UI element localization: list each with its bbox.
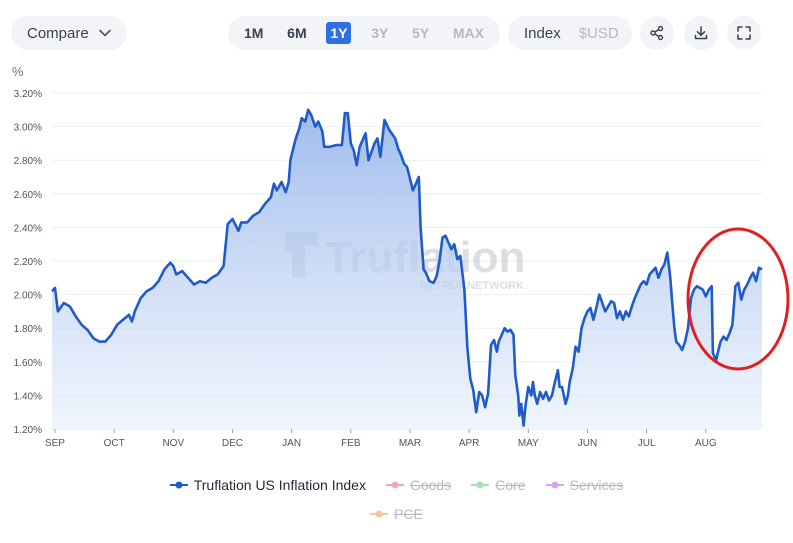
range-1y-button[interactable]: 1Y: [326, 22, 352, 44]
download-icon: [694, 26, 708, 40]
legend-label: Goods: [409, 477, 452, 493]
time-range-selector: 1M 6M 1Y 3Y 5Y MAX: [228, 16, 500, 50]
x-tick-label: NOV: [162, 438, 184, 449]
y-tick-label: 1.40%: [14, 391, 42, 402]
legend-marker-icon: [471, 481, 490, 489]
inflation-chart: % 1.20% 1.40% 1.60% 1.80% 2.00% 2.20% 2.40% 2.6…: [12, 64, 790, 449]
y-tick-label: 1.20%: [14, 425, 42, 436]
fullscreen-icon: [737, 26, 751, 40]
x-tick-label: DEC: [222, 438, 243, 449]
y-tick-label: 2.80%: [14, 156, 42, 167]
y-tick-label: 2.20%: [14, 257, 42, 268]
legend-label: PCE: [394, 506, 423, 522]
unit-toggle: Index $USD: [508, 16, 632, 50]
series-line[interactable]: [51, 108, 763, 427]
legend-marker-icon: [385, 481, 404, 489]
range-5y-button[interactable]: 5Y: [412, 25, 430, 41]
x-tick-label: JAN: [282, 438, 301, 449]
range-max-button[interactable]: MAX: [452, 25, 484, 41]
legend-marker-icon: [370, 510, 389, 518]
legend-item-core[interactable]: Core: [471, 477, 526, 493]
x-tick-label: OCT: [104, 438, 125, 449]
legend-label: Truflation US Inflation Index: [193, 477, 366, 493]
legend-label: Services: [569, 477, 624, 493]
share-button[interactable]: [640, 16, 674, 50]
x-tick-label: SEP: [45, 438, 65, 449]
range-1m-button[interactable]: 1M: [244, 25, 264, 41]
annotation-red-circle: [686, 227, 790, 371]
series-area-fill: [52, 109, 762, 430]
compare-dropdown[interactable]: Compare: [11, 16, 127, 50]
legend-row-1: Truflation US Inflation Index Goods Core…: [0, 477, 793, 493]
y-tick-label: 3.20%: [14, 89, 42, 100]
range-6m-button[interactable]: 6M: [287, 25, 307, 41]
legend-label: Core: [495, 477, 526, 493]
range-3y-button[interactable]: 3Y: [371, 25, 389, 41]
x-tick-label: AUG: [695, 438, 717, 449]
x-tick-label: MAR: [399, 438, 421, 449]
x-tick-label: JUL: [638, 438, 656, 449]
x-tick-label: FEB: [341, 438, 361, 449]
fullscreen-button[interactable]: [727, 16, 761, 50]
share-icon: [650, 25, 664, 41]
legend-item-goods[interactable]: Goods: [385, 477, 452, 493]
y-tick-label: 3.00%: [14, 123, 42, 134]
y-tick-label: 1.80%: [14, 324, 42, 335]
legend-item-services[interactable]: Services: [545, 477, 624, 493]
y-tick-label: 1.60%: [14, 358, 42, 369]
y-tick-label: 2.00%: [14, 291, 42, 302]
chevron-down-icon: [98, 29, 111, 37]
y-axis-unit-label: %: [12, 64, 24, 79]
usd-mode-button[interactable]: $USD: [578, 24, 619, 42]
x-tick-label: JUN: [578, 438, 597, 449]
download-button[interactable]: [684, 16, 718, 50]
y-axis-ticks: 1.20% 1.40% 1.60% 1.80% 2.00% 2.20% 2.40% 2.60%…: [14, 89, 42, 436]
compare-label: Compare: [27, 24, 89, 42]
legend-row-2: PCE: [0, 506, 793, 522]
x-tick-label: MAY: [518, 438, 539, 449]
x-axis-ticks: SEP OCT NOV DEC JAN FEB MAR APR MAY JUN JUL AUG: [45, 429, 717, 449]
legend-item-pce[interactable]: PCE: [370, 506, 423, 522]
x-tick-label: APR: [459, 438, 480, 449]
y-tick-label: 2.60%: [14, 190, 42, 201]
index-mode-button[interactable]: Index: [524, 24, 561, 42]
y-tick-label: 2.40%: [14, 223, 42, 234]
legend-marker-icon: [169, 481, 188, 489]
legend-item-truflation[interactable]: Truflation US Inflation Index: [169, 477, 366, 493]
legend-marker-icon: [545, 481, 564, 489]
